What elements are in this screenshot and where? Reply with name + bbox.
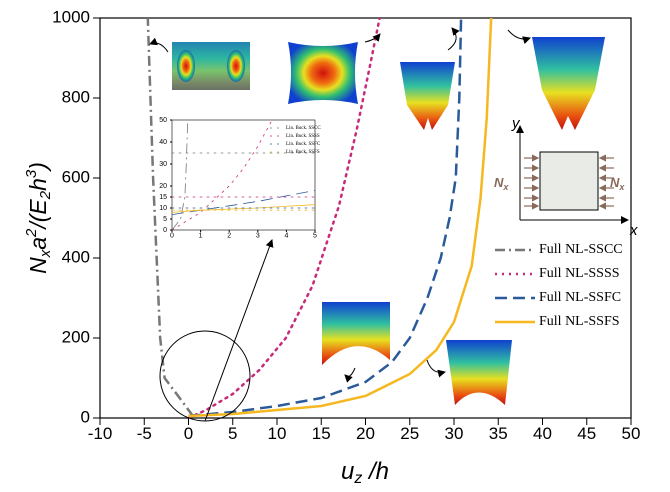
series-line — [172, 204, 315, 213]
y-tick-label: 600 — [62, 167, 90, 186]
x-tick-label: 1 — [199, 232, 203, 239]
plate — [400, 62, 455, 130]
plate — [532, 37, 605, 130]
annotation: y — [511, 115, 521, 132]
plot-area: -10 -5 0 5 10 15 20 25 30 35 40 45 50020040060080010… — [52, 7, 640, 443]
x-axis-title: u — [341, 458, 354, 485]
x-axis-title: uz /h — [341, 458, 389, 487]
annotation: x — [618, 182, 625, 192]
legend-label: Lin. Buck. SSCC — [286, 126, 321, 131]
x-tick-label: 2 — [227, 232, 231, 239]
plate-images — [172, 37, 605, 405]
x-tick-label: 3 — [256, 232, 260, 239]
annotation: N — [610, 175, 620, 190]
x-tick-label: 20 — [356, 424, 375, 443]
x-tick-label: 0 — [184, 424, 193, 443]
legend-label: Lin. Buck. SSSS — [286, 134, 320, 139]
plate — [322, 302, 390, 365]
x-tick-label: 10 — [268, 424, 287, 443]
x-tick-label: 45 — [577, 424, 596, 443]
x-tick-label: 15 — [312, 424, 331, 443]
x-tick-label: 0 — [170, 232, 174, 239]
y-axis-title: 3 — [23, 169, 40, 178]
x-axis-title: z — [353, 470, 362, 487]
y-tick-label: 30 — [159, 161, 167, 168]
y-axis-title: h — [25, 178, 51, 191]
y-tick-label: 5 — [163, 216, 167, 223]
annotation: Nx — [494, 175, 509, 192]
y-tick-label: 400 — [62, 247, 90, 266]
y-tick-label: 20 — [159, 183, 167, 190]
y-tick-label: 0 — [81, 407, 90, 426]
y-axis-title: 2 — [23, 228, 40, 238]
load-diagram: y x Nx Nx — [494, 115, 638, 239]
series-line — [172, 120, 273, 230]
arrows — [149, 27, 531, 422]
x-tick-label: -10 — [88, 424, 113, 443]
annotation: N — [494, 175, 504, 190]
x-tick-label: 4 — [284, 232, 288, 239]
x-tick-label: 35 — [489, 424, 508, 443]
x-tick-label: 50 — [622, 424, 641, 443]
x-axis-title: /h — [362, 458, 389, 485]
plate — [288, 42, 358, 104]
y-axis-title: N — [25, 257, 51, 274]
y-tick-label: 50 — [159, 117, 167, 124]
y-tick-label: 1000 — [52, 7, 90, 26]
y-tick-label: 40 — [159, 139, 167, 146]
y-axis-title: a — [25, 237, 51, 250]
x-tick-label: 5 — [313, 232, 317, 239]
annotation: x — [502, 182, 509, 192]
y-axis-title: Nxa2/(E2h3) — [23, 162, 54, 274]
legend-label: Lin. Buck. SSFC — [286, 142, 321, 147]
y-tick-label: 15 — [159, 194, 167, 201]
x-tick-label: 30 — [445, 424, 464, 443]
plate — [446, 340, 512, 405]
y-tick-label: 10 — [159, 205, 167, 212]
inset-background — [172, 120, 315, 230]
y-axis-title: ) — [25, 162, 51, 173]
series-line — [146, 18, 194, 417]
y-axis-title: 2 — [37, 190, 54, 200]
series-line — [188, 18, 463, 418]
legend-label: Lin. Buck. SSFS — [286, 150, 320, 155]
series-line — [188, 18, 493, 418]
y-axis-title: /(E — [25, 199, 51, 231]
series-line — [187, 18, 381, 418]
annotation: Nx — [610, 175, 625, 192]
annotation: x — [629, 222, 638, 239]
series-line — [172, 120, 189, 230]
legend-label: Full NL-SSFC — [539, 290, 621, 305]
y-axis-title: x — [37, 249, 54, 258]
x-tick-label: 5 — [228, 424, 237, 443]
legend-label: Full NL-SSFS — [539, 314, 620, 329]
y-tick-label: 200 — [62, 327, 90, 346]
y-tick-label: 800 — [62, 87, 90, 106]
legend-label: Full NL-SSSS — [539, 266, 620, 281]
y-tick-label: 0 — [163, 227, 167, 234]
legend-label: Full NL-SSCC — [539, 242, 623, 257]
plot-frame — [171, 119, 316, 231]
x-tick-label: -5 — [137, 424, 152, 443]
x-tick-label: 40 — [533, 424, 552, 443]
x-tick-label: 25 — [400, 424, 419, 443]
